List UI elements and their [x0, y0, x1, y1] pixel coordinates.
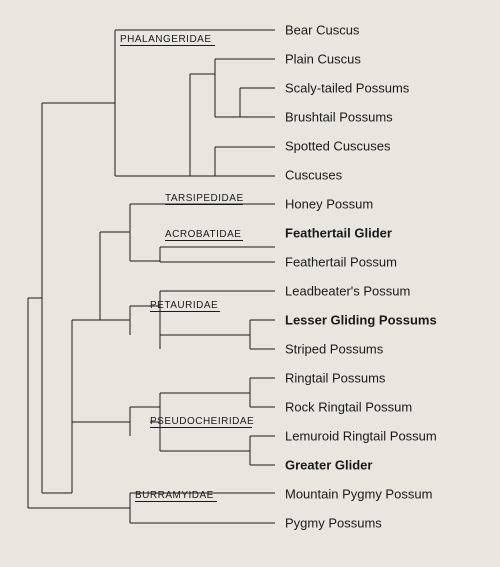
- leaf-label: Feathertail Possum: [285, 255, 397, 270]
- family-label: PSEUDOCHEIRIDAE: [150, 416, 254, 427]
- leaf-label: Pygmy Possums: [285, 516, 382, 531]
- family-label: PETAURIDAE: [150, 300, 218, 311]
- family-label: ACROBATIDAE: [165, 229, 241, 240]
- family-underline: [150, 427, 252, 428]
- family-label: TARSIPEDIDAE: [165, 193, 244, 204]
- family-underline: [150, 311, 220, 312]
- leaf-label: Plain Cuscus: [285, 52, 361, 67]
- family-label: BURRAMYIDAE: [135, 490, 214, 501]
- family-label: PHALANGERIDAE: [120, 34, 212, 45]
- leaf-label: Mountain Pygmy Possum: [285, 487, 432, 502]
- leaf-label: Rock Ringtail Possum: [285, 400, 412, 415]
- family-underline: [165, 240, 243, 241]
- leaf-label: Greater Glider: [285, 458, 372, 473]
- leaf-label: Leadbeater's Possum: [285, 284, 410, 299]
- leaf-label: Lesser Gliding Possums: [285, 313, 437, 328]
- leaf-label: Lemuroid Ringtail Possum: [285, 429, 437, 444]
- family-underline: [135, 501, 217, 502]
- family-underline: [165, 204, 243, 205]
- leaf-label: Striped Possums: [285, 342, 383, 357]
- phylogenetic-tree: [0, 0, 500, 567]
- leaf-label: Cuscuses: [285, 168, 342, 183]
- leaf-label: Ringtail Possums: [285, 371, 385, 386]
- leaf-label: Scaly-tailed Possums: [285, 81, 409, 96]
- leaf-label: Honey Possum: [285, 197, 373, 212]
- family-underline: [120, 45, 215, 46]
- leaf-label: Bear Cuscus: [285, 23, 359, 38]
- leaf-label: Brushtail Possums: [285, 110, 393, 125]
- leaf-label: Spotted Cuscuses: [285, 139, 391, 154]
- leaf-label: Feathertail Glider: [285, 226, 392, 241]
